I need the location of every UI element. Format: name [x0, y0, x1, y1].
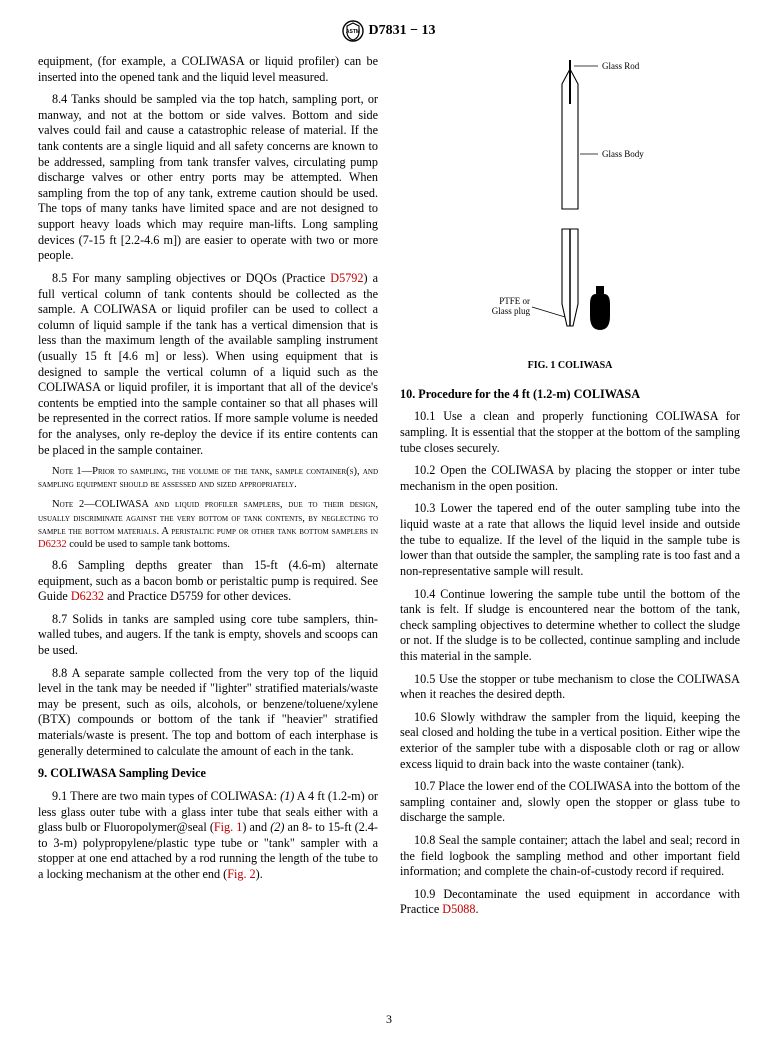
- note-1: Note 1—Prior to sampling, the volume of …: [38, 465, 378, 491]
- ref-d6232[interactable]: D6232: [71, 589, 104, 603]
- para-10-7: 10.7 Place the lower end of the COLIWASA…: [400, 779, 740, 826]
- text: ) a full vertical column of tank content…: [38, 271, 378, 457]
- label-glass-rod: Glass Rod: [602, 61, 640, 71]
- para-9-1: 9.1 There are two main types of COLIWASA…: [38, 789, 378, 883]
- svg-text:ASTM: ASTM: [346, 29, 360, 35]
- text: ).: [256, 867, 263, 881]
- italic-num: (2): [270, 820, 284, 834]
- para-10-3: 10.3 Lower the tapered end of the outer …: [400, 501, 740, 579]
- designation-text: D7831 − 13: [368, 23, 435, 38]
- astm-logo-icon: ASTM: [342, 20, 364, 42]
- fig1-caption: FIG. 1 COLIWASA: [400, 360, 740, 373]
- fig2-ref[interactable]: Fig. 2: [227, 867, 255, 881]
- label-plug-line2: Glass plug: [492, 306, 531, 316]
- label-plug-line1: PTFE or: [499, 296, 530, 306]
- note-text: Note 2—COLIWASA and liquid profiler samp…: [38, 499, 378, 536]
- para-10-6: 10.6 Slowly withdraw the sampler from th…: [400, 710, 740, 772]
- text: .: [475, 902, 478, 916]
- label-glass-body: Glass Body: [602, 149, 644, 159]
- standard-page: ASTM D7831 − 13 equipment, (for example,…: [0, 0, 778, 1041]
- text: ) and: [242, 820, 270, 834]
- section-10-head: 10. Procedure for the 4 ft (1.2-m) COLIW…: [400, 387, 740, 403]
- italic-num: (1): [280, 789, 294, 803]
- page-number: 3: [0, 1012, 778, 1027]
- text: and Practice D5759 for other devices.: [104, 589, 291, 603]
- text: 8.5 For many sampling objectives or DQOs…: [52, 271, 330, 285]
- note-2: Note 2—COLIWASA and liquid profiler samp…: [38, 498, 378, 551]
- coliwasa-diagram: Glass Rod Glass Body PTFE or Glass plug: [470, 54, 670, 354]
- para-10-4: 10.4 Continue lowering the sample tube u…: [400, 587, 740, 665]
- para-10-9: 10.9 Decontaminate the used equipment in…: [400, 887, 740, 918]
- para-8-7: 8.7 Solids in tanks are sampled using co…: [38, 612, 378, 659]
- note-text: could be used to sample tank bottoms.: [67, 539, 230, 550]
- para-8-8: 8.8 A separate sample collected from the…: [38, 666, 378, 760]
- para-8-5: 8.5 For many sampling objectives or DQOs…: [38, 271, 378, 458]
- para-8-3-cont: equipment, (for example, a COLIWASA or l…: [38, 54, 378, 85]
- para-10-1: 10.1 Use a clean and properly functionin…: [400, 409, 740, 456]
- fig1-ref[interactable]: Fig. 1: [214, 820, 242, 834]
- para-8-6: 8.6 Sampling depths greater than 15-ft (…: [38, 558, 378, 605]
- right-column: Glass Rod Glass Body PTFE or Glass plug: [400, 54, 740, 925]
- ref-d5792[interactable]: D5792: [330, 271, 363, 285]
- para-10-5: 10.5 Use the stopper or tube mechanism t…: [400, 672, 740, 703]
- figure-1: Glass Rod Glass Body PTFE or Glass plug: [400, 54, 740, 373]
- section-9-head: 9. COLIWASA Sampling Device: [38, 766, 378, 782]
- ref-d6232-note[interactable]: D6232: [38, 539, 67, 550]
- text: 9.1 There are two main types of COLIWASA…: [52, 789, 280, 803]
- para-10-2: 10.2 Open the COLIWASA by placing the st…: [400, 463, 740, 494]
- left-column: equipment, (for example, a COLIWASA or l…: [38, 54, 378, 925]
- note-label: Note 1—Prior to sampling, the volume of …: [38, 466, 378, 490]
- ref-d5088[interactable]: D5088: [442, 902, 475, 916]
- para-10-8: 10.8 Seal the sample container; attach t…: [400, 833, 740, 880]
- two-column-layout: equipment, (for example, a COLIWASA or l…: [38, 54, 740, 925]
- page-header: ASTM D7831 − 13: [38, 20, 740, 42]
- para-8-4: 8.4 Tanks should be sampled via the top …: [38, 92, 378, 264]
